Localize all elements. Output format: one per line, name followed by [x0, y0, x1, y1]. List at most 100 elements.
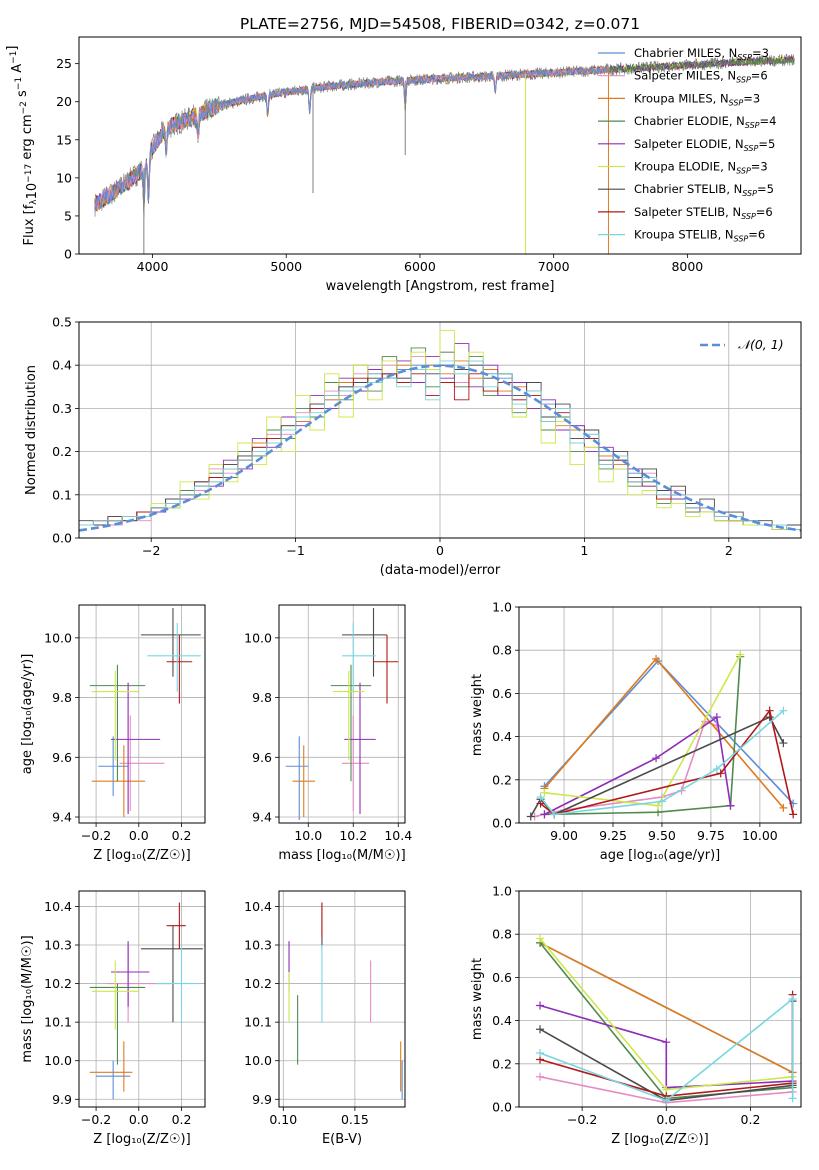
residuals-ytick-label: 0.0 — [52, 531, 72, 546]
age-weight-marker — [550, 810, 559, 819]
age-weight-panel — [519, 607, 801, 823]
figure-title: PLATE=2756, MJD=54508, FIBERID=0342, z=0… — [240, 15, 640, 33]
spectrum-legend-label: Kroupa ELODIE, NSSP=3 — [634, 160, 768, 176]
z-weight-xtick-label: 0.2 — [741, 1112, 761, 1127]
residuals-ytick-label: 0.3 — [52, 401, 72, 416]
mass-age-data — [285, 607, 399, 821]
legend-eq: =3 — [751, 160, 768, 174]
z-age-ylabel: age [log₁₀(age/yr)] — [20, 654, 35, 775]
z-weight-marker — [788, 995, 797, 1003]
age-weight-salpeter-elodie-line — [544, 715, 732, 816]
mass-age-frame — [278, 604, 406, 824]
age-weight-ytick-label: 0.8 — [492, 643, 512, 658]
age-weight-ytick-label: 0.6 — [492, 686, 512, 701]
spectrum-xtick-label: 7000 — [538, 259, 570, 274]
legend-sub: SSP — [734, 235, 749, 244]
z-age-frame — [78, 604, 206, 824]
spectrum-ylabel: Flux [fλ10−17 erg cm−2 s−1 A−1] — [5, 46, 40, 246]
z-weight-marker — [536, 1049, 545, 1057]
z-weight-marker — [536, 1072, 545, 1081]
ebv-mass-axes: 0.10 0.15 9.9 10.0 10.1 10.2 10.3 10.4 E(B-V) — [244, 891, 405, 1147]
z-weight-kroupa-stelib-line — [539, 997, 794, 1102]
legend-eq: =6 — [756, 205, 773, 219]
spectrum-legend-label: Salpeter ELODIE, NSSP=5 — [634, 137, 775, 153]
spectrum-legend-label: Salpeter MILES, NSSP=6 — [634, 69, 768, 85]
residuals-frame — [78, 321, 802, 539]
spectrum-panel — [79, 37, 801, 254]
ylabel-part: −2 — [19, 101, 29, 114]
mass-age-ytick-label: 9.4 — [252, 810, 272, 825]
z-mass-ytick-label: 10.3 — [44, 938, 72, 953]
ebv-mass-xtick-label: 0.10 — [269, 1112, 297, 1127]
z-mass-plot-area — [79, 891, 205, 1107]
mass-age-xtick-label: 10.4 — [384, 828, 412, 843]
z-weight-marker — [536, 1025, 545, 1034]
z-weight-ytick-label: 0.4 — [492, 1013, 512, 1028]
age-weight-ytick-label: 0.0 — [492, 816, 512, 831]
age-weight-marker — [779, 803, 788, 812]
residuals-xlabel: (data-model)/error — [380, 563, 501, 578]
z-mass-ytick-label: 10.1 — [44, 1015, 72, 1030]
spectrum-ytick-label: 25 — [56, 56, 72, 71]
spectrum-chabrier-miles-line — [94, 66, 611, 213]
ebv-mass-xtick-label: 0.15 — [341, 1112, 369, 1127]
age-weight-marker — [712, 765, 721, 773]
ebv-mass-frame — [278, 890, 406, 1108]
age-weight-xtick-label: 9.50 — [648, 828, 676, 843]
z-mass-panel — [79, 891, 205, 1107]
z-mass-ytick-label: 10.2 — [44, 976, 72, 991]
age-weight-marker — [657, 797, 666, 806]
legend-sub: SSP — [736, 76, 751, 85]
mass-age-xtick-label: 10.2 — [339, 828, 367, 843]
spectrum-legend-label: Chabrier STELIB, NSSP=5 — [634, 182, 774, 198]
ebv-mass-ytick-label: 10.3 — [244, 938, 272, 953]
spectrum-xtick-label: 8000 — [671, 259, 703, 274]
z-weight-marker — [662, 1038, 671, 1047]
age-weight-marker — [726, 801, 735, 810]
legend-eq: =6 — [751, 69, 768, 83]
z-mass-xlabel: Z [log₁₀(Z/Z☉)] — [93, 1132, 190, 1147]
mass-age-ytick-label: 9.6 — [252, 750, 272, 765]
z-weight-kroupa-miles-line — [539, 942, 793, 1074]
age-weight-marker — [652, 754, 661, 763]
age-weight-chabrier-elodie-line — [544, 656, 742, 816]
legend-sub: SSP — [729, 98, 744, 107]
residuals-data — [78, 330, 802, 538]
age-weight-ylabel: mass weight — [470, 674, 485, 756]
legend-sub: SSP — [742, 189, 757, 198]
mass-age-ytick-label: 10.0 — [244, 630, 272, 645]
mass-age-ytick-label: 9.8 — [252, 690, 272, 705]
z-age-ytick-label: 9.4 — [52, 810, 72, 825]
mass-age-plot-area — [279, 605, 405, 823]
z-age-xtick-label: −0.2 — [81, 828, 111, 843]
residuals-kroupa-elodie-hist — [78, 330, 802, 538]
z-age-panel — [79, 605, 205, 823]
ylabel-part: −17 — [24, 164, 34, 183]
legend-eq: =5 — [758, 137, 775, 151]
z-weight-marker — [788, 1094, 797, 1103]
age-weight-marker — [779, 739, 788, 748]
residuals-xtick-label: 2 — [725, 543, 733, 558]
age-weight-xtick-label: 10.00 — [742, 828, 778, 843]
ebv-mass-ytick-label: 10.0 — [244, 1053, 272, 1068]
spectrum-ytick-label: 10 — [56, 170, 72, 185]
age-weight-marker — [652, 654, 661, 663]
z-mass-frame — [78, 890, 206, 1108]
age-weight-salpeter-miles-line — [534, 720, 718, 818]
z-mass-xtick-label: 0.0 — [129, 1112, 149, 1127]
z-mass-ylabel: mass [log₁₀(M/M☉)] — [20, 935, 35, 1062]
spectrum-plot-area — [79, 37, 801, 254]
spectrum-frame — [78, 36, 802, 255]
ylabel-part: s — [15, 90, 30, 101]
z-weight-salpeter-elodie-line — [539, 1004, 793, 1089]
z-weight-ytick-label: 0.0 — [492, 1100, 512, 1115]
age-weight-plot-area — [519, 607, 801, 823]
ylabel-part: −1 — [14, 77, 24, 90]
legend-sub: SSP — [745, 121, 760, 130]
legend-eq: =6 — [748, 228, 765, 242]
z-weight-xtick-label: −0.2 — [567, 1112, 597, 1127]
ebv-mass-ytick-label: 9.9 — [252, 1092, 272, 1107]
z-mass-ytick-label: 9.9 — [52, 1092, 72, 1107]
ebv-mass-ytick-label: 10.4 — [244, 899, 272, 914]
z-weight-ytick-label: 0.8 — [492, 927, 512, 942]
